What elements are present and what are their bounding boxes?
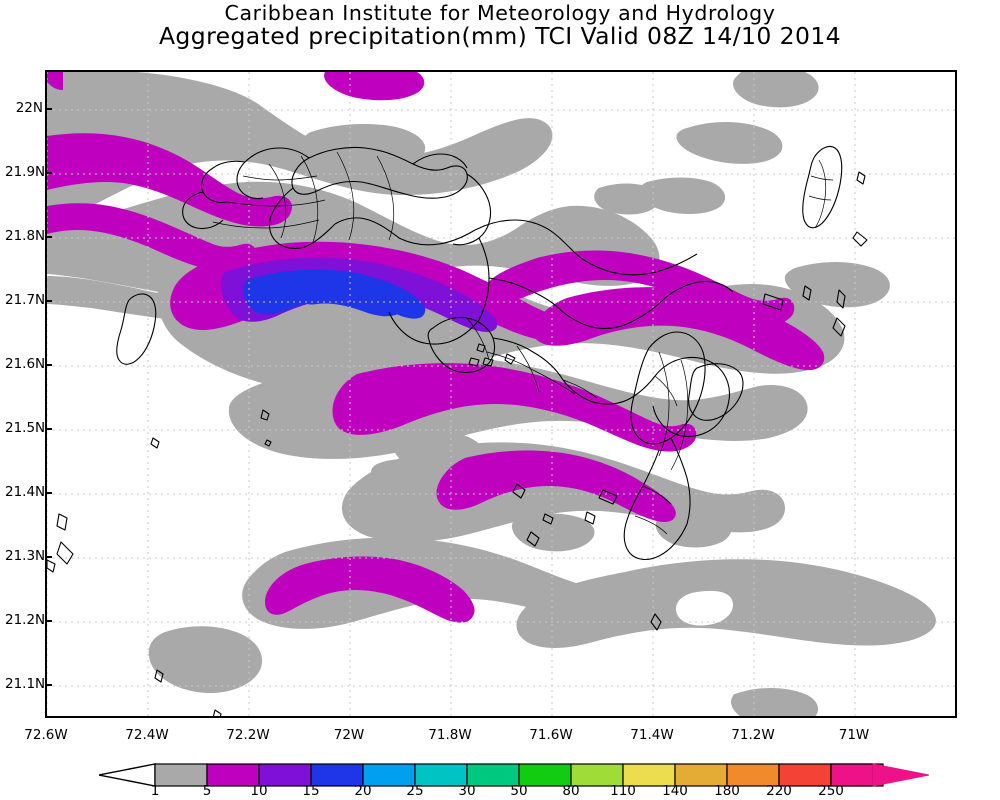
map-plot-area: [45, 70, 957, 718]
x-tick-label: 72.4W: [125, 727, 169, 743]
x-tick-label: 72.6W: [24, 727, 68, 743]
colorbar: 1 5 10 15 20 25 30 50 80 110 140 180 220…: [99, 762, 929, 799]
x-tick-label: 71.2W: [731, 727, 775, 743]
y-tick-mark: [45, 364, 52, 366]
y-tick-label: 21.9N: [5, 164, 46, 180]
colorbar-tick-label: 140: [662, 783, 688, 799]
colorbar-tick-label: 80: [562, 783, 580, 799]
precipitation-contour-map: [47, 72, 955, 716]
y-tick-label: 21.5N: [5, 420, 46, 436]
colorbar-tick-label: 110: [610, 783, 636, 799]
colorbar-over-arrow: [872, 763, 929, 787]
colorbar-tick-label: 10: [250, 783, 268, 799]
y-tick-label: 21.2N: [5, 612, 46, 628]
y-tick-label: 21.8N: [5, 228, 46, 244]
colorbar-tick-label: 25: [406, 783, 424, 799]
colorbar-tick-label: 15: [302, 783, 320, 799]
y-tick-label: 21.3N: [5, 548, 46, 564]
y-tick-mark: [45, 172, 52, 174]
y-tick-label: 21.4N: [5, 484, 46, 500]
colorbar-tick-label: 30: [458, 783, 476, 799]
colorbar-tick-label: 180: [714, 783, 740, 799]
y-tick-mark: [45, 300, 52, 302]
y-tick-label: 22N: [15, 100, 43, 116]
colorbar-tick-label: 50: [510, 783, 528, 799]
institute-title: Caribbean Institute for Meteorology and …: [224, 1, 776, 25]
x-tick-label: 72.2W: [226, 727, 270, 743]
y-tick-mark: [45, 684, 52, 686]
x-tick-label: 71.4W: [630, 727, 674, 743]
y-tick-mark: [45, 428, 52, 430]
y-tick-mark: [45, 556, 52, 558]
contour-band-15-20mm: [243, 269, 426, 319]
figure-title: Caribbean Institute for Meteorology and …: [0, 2, 1000, 50]
product-title: Aggregated precipitation(mm) TCI Valid 0…: [158, 22, 842, 51]
colorbar-tick-label: 5: [202, 783, 212, 799]
y-tick-mark: [45, 236, 52, 238]
colorbar-tick-label: 220: [766, 783, 792, 799]
y-tick-mark: [45, 492, 52, 494]
y-tick-label: 21.6N: [5, 356, 46, 372]
y-tick-mark: [45, 108, 52, 110]
x-tick-label: 72W: [333, 727, 365, 743]
colorbar-tick-label: 1: [150, 783, 160, 799]
y-tick-mark: [45, 620, 52, 622]
coastline-overlay: [47, 145, 868, 716]
y-tick-label: 21.7N: [5, 292, 46, 308]
y-tick-label: 21.1N: [5, 676, 46, 692]
colorbar-under-arrow: [99, 763, 156, 787]
colorbar-tick-label: 20: [354, 783, 372, 799]
x-tick-label: 71.6W: [529, 727, 573, 743]
x-tick-label: 71.8W: [428, 727, 472, 743]
colorbar-tick-label: 250: [818, 783, 844, 799]
x-tick-label: 71W: [838, 727, 870, 743]
map-gridlines: [47, 72, 955, 716]
colorbar-swatches: [99, 763, 929, 787]
